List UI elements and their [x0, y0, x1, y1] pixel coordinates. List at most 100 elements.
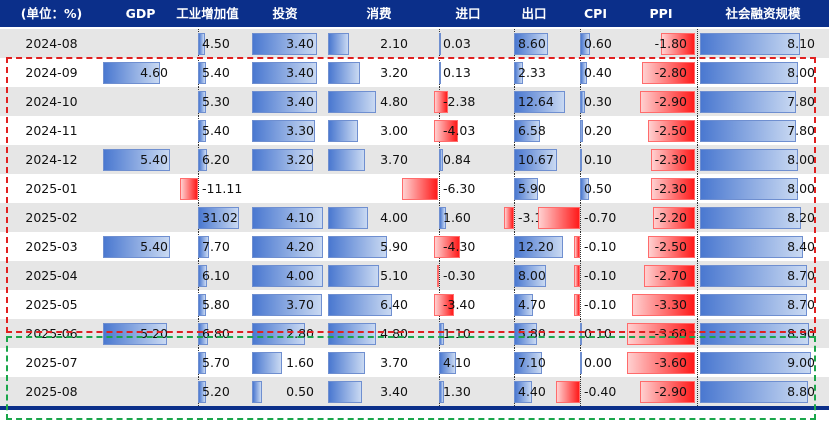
cell-consumption: 4.80	[324, 87, 434, 116]
cell-social-financing: 8.70	[697, 261, 829, 290]
cell-exports: 7.10	[502, 348, 566, 377]
positive-value-bar	[252, 120, 315, 142]
negative-value-bar	[434, 294, 455, 316]
zero-axis-line	[697, 116, 698, 145]
cell-value: 8.00	[518, 268, 546, 283]
cell-industrial-output: 5.40	[175, 116, 240, 145]
zero-axis-line	[580, 290, 581, 319]
cell-value: 4.70	[518, 297, 546, 312]
cell-value: 8.00	[787, 65, 815, 80]
cell-value: 0.84	[443, 152, 471, 167]
negative-value-bar	[434, 236, 460, 258]
cell-value: 5.40	[140, 152, 168, 167]
cell-value: 6.10	[202, 268, 230, 283]
cell-value: 0.10	[584, 152, 612, 167]
zero-axis-line	[439, 261, 440, 290]
cell-value: -0.10	[584, 268, 617, 283]
cell-value: 5.30	[202, 94, 230, 109]
row-date: 2025-05	[25, 297, 78, 312]
cell-value: 7.80	[787, 123, 815, 138]
cell-consumption: 2.10	[324, 29, 434, 58]
negative-value-bar	[660, 33, 695, 55]
zero-axis-line	[580, 261, 581, 290]
cell-ppi: -2.30	[625, 174, 698, 203]
positive-value-bar	[198, 33, 205, 55]
zero-axis-line	[697, 261, 698, 290]
zero-axis-line	[697, 203, 698, 232]
cell-ppi: -3.60	[625, 319, 698, 348]
cell-ppi: -3.30	[625, 290, 698, 319]
cell-industrial-output: 5.20	[175, 377, 240, 406]
header-gdp: GDP	[125, 6, 156, 21]
cell-value: 4.60	[140, 65, 168, 80]
positive-value-bar	[580, 91, 586, 113]
cell-value: -2.50	[654, 123, 687, 138]
cell-investment: 3.30	[246, 116, 324, 145]
row-date: 2025-08	[25, 384, 78, 399]
cell-value: 5.20	[202, 384, 230, 399]
cell-imports: 1.60	[434, 203, 502, 232]
cell-ppi: -1.80	[625, 29, 698, 58]
positive-value-bar	[252, 91, 317, 113]
cell-exports: 2.33	[502, 58, 566, 87]
negative-value-bar	[556, 381, 580, 403]
negative-value-bar	[574, 236, 580, 258]
negative-value-bar	[504, 207, 514, 229]
cell-value: -3.40	[443, 297, 476, 312]
table-row: 2024-08 4.50 3.40 2.10 0.03 8.60 0.60 -1.80 8.10	[0, 29, 829, 58]
row-date: 2025-04	[25, 268, 78, 283]
row-date: 2025-01	[25, 181, 78, 196]
green-dashed-highlight-frame	[6, 336, 816, 420]
positive-value-bar	[328, 62, 360, 84]
zero-axis-line	[580, 203, 581, 232]
cell-value: 3.20	[380, 65, 408, 80]
cell-value: 31.02	[202, 210, 238, 225]
row-date: 2024-08	[25, 36, 78, 51]
cell-exports: 5.90	[502, 174, 566, 203]
negative-value-bar	[180, 178, 198, 200]
cell-investment: 3.20	[246, 145, 324, 174]
row-date: 2025-07	[25, 355, 78, 370]
zero-axis-line	[697, 319, 698, 348]
positive-value-bar	[198, 62, 206, 84]
cell-value: 5.90	[380, 239, 408, 254]
cell-value: -2.70	[654, 268, 687, 283]
cell-consumption: 3.70	[324, 348, 434, 377]
cell-value: 10.67	[518, 152, 554, 167]
table-row: 2024-10 5.30 3.40 4.80 -2.38 12.64 0.30 -2.90 7.…	[0, 87, 829, 116]
cell-value: 4.10	[286, 210, 314, 225]
cell-gdp: 5.40	[103, 145, 178, 174]
positive-value-bar	[252, 381, 262, 403]
table-row: 2025-04 6.10 4.00 5.10 -0.30 8.00 -0.10 -2.70 8.…	[0, 261, 829, 290]
cell-value: 7.70	[202, 239, 230, 254]
zero-axis-line	[697, 377, 698, 406]
row-date: 2025-03	[25, 239, 78, 254]
cell-value: 1.30	[443, 384, 471, 399]
cell-exports: 10.67	[502, 145, 566, 174]
zero-axis-line	[580, 232, 581, 261]
cell-value: 3.70	[380, 355, 408, 370]
positive-value-bar	[439, 62, 441, 84]
positive-value-bar	[252, 236, 323, 258]
positive-value-bar	[580, 149, 582, 171]
row-date: 2024-09	[25, 65, 78, 80]
cell-value: 5.90	[518, 181, 546, 196]
cell-value: 0.20	[584, 123, 612, 138]
cell-consumption: 3.40	[324, 377, 434, 406]
cell-consumption: 6.40	[324, 290, 434, 319]
cell-value: -1.80	[654, 36, 687, 51]
cell-consumption: 4.00	[324, 203, 434, 232]
positive-value-bar	[328, 236, 387, 258]
cell-cpi: 0.50	[566, 174, 625, 203]
table-row: 2024-11 5.40 3.30 3.00 -4.03 6.58 0.20 -2.50 7.8…	[0, 116, 829, 145]
positive-value-bar	[439, 33, 441, 55]
cell-value: 3.40	[286, 94, 314, 109]
positive-value-bar	[198, 236, 210, 258]
cell-value: 2.10	[380, 36, 408, 51]
cell-value: 12.20	[518, 239, 554, 254]
positive-value-bar	[198, 207, 239, 229]
positive-value-bar	[252, 62, 317, 84]
positive-value-bar	[103, 323, 168, 345]
negative-value-bar	[653, 207, 695, 229]
negative-value-bar	[574, 265, 580, 287]
